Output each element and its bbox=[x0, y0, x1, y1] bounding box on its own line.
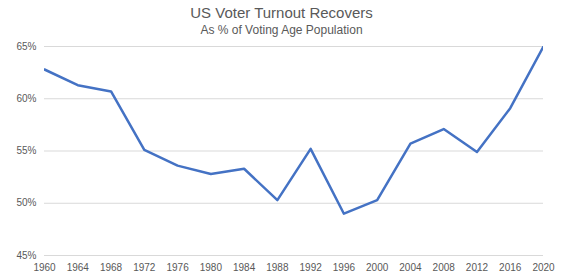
html-text:US Voter Turnout Recovers: US Voter Turnout Recovers bbox=[190, 4, 373, 21]
svg-text:1976: 1976 bbox=[166, 262, 189, 273]
svg-text:1996: 1996 bbox=[333, 262, 356, 273]
svg-text:1980: 1980 bbox=[200, 262, 223, 273]
svg-text:45%: 45% bbox=[16, 250, 36, 261]
svg-text:2016: 2016 bbox=[499, 262, 522, 273]
html-text:As % of Voting Age Population: As % of Voting Age Population bbox=[200, 23, 363, 37]
svg-text:2004: 2004 bbox=[399, 262, 422, 273]
svg-text:1992: 1992 bbox=[300, 262, 323, 273]
svg-text:50%: 50% bbox=[16, 197, 36, 208]
svg-text:65%: 65% bbox=[16, 41, 36, 52]
svg-text:1960: 1960 bbox=[33, 262, 56, 273]
svg-text:55%: 55% bbox=[16, 145, 36, 156]
svg-text:2008: 2008 bbox=[433, 262, 456, 273]
svg-text:60%: 60% bbox=[16, 93, 36, 104]
svg-text:1964: 1964 bbox=[67, 262, 90, 273]
svg-text:2000: 2000 bbox=[366, 262, 389, 273]
svg-text:1968: 1968 bbox=[100, 262, 123, 273]
svg-text:2020: 2020 bbox=[532, 262, 555, 273]
svg-text:1984: 1984 bbox=[233, 262, 256, 273]
svg-text:2012: 2012 bbox=[466, 262, 489, 273]
svg-text:1972: 1972 bbox=[133, 262, 156, 273]
svg-text:1988: 1988 bbox=[266, 262, 289, 273]
